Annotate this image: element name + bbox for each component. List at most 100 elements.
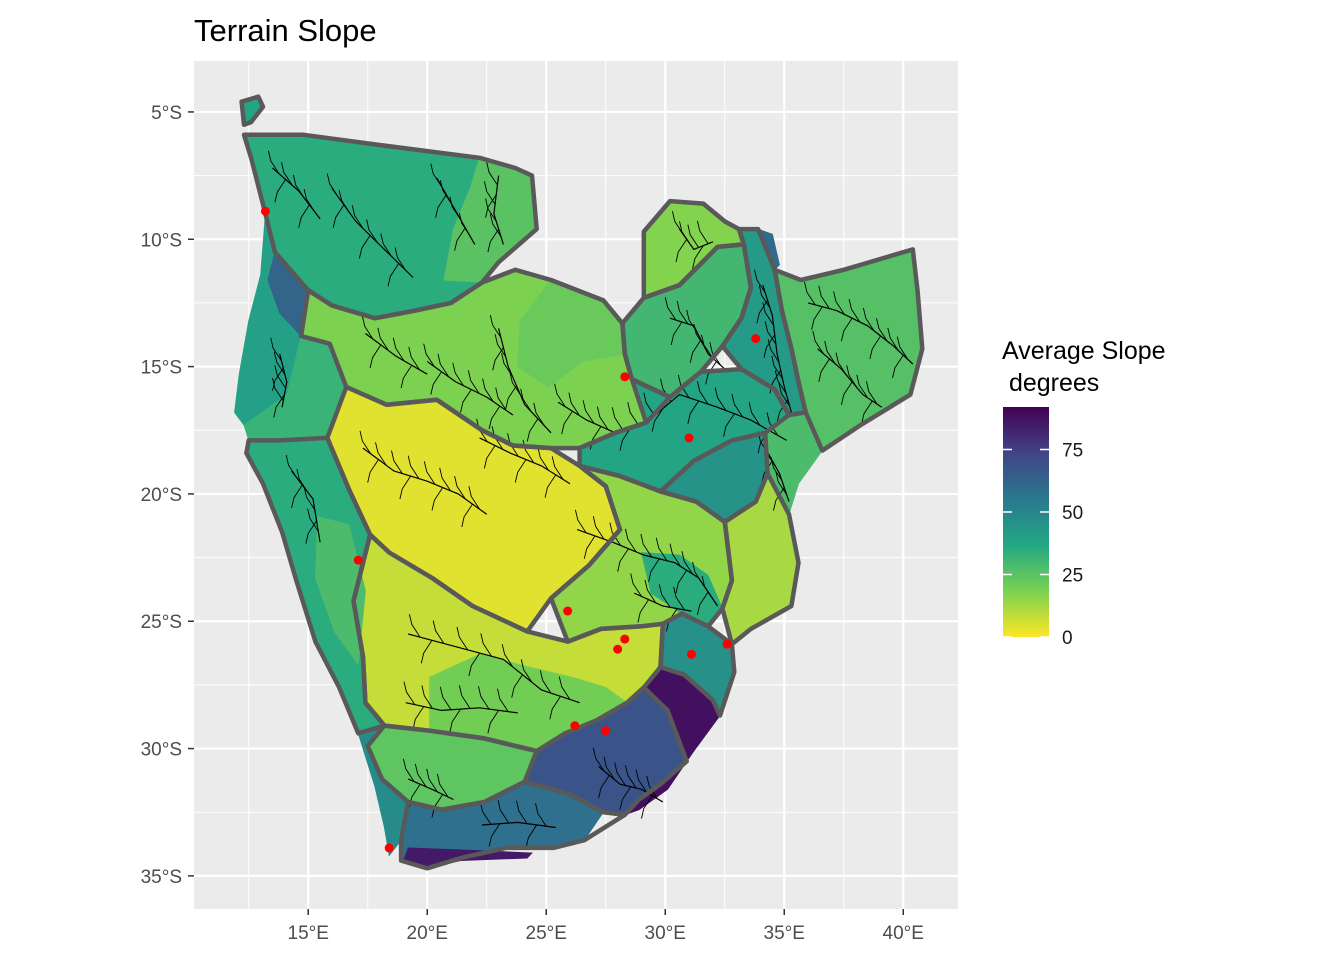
river: [481, 821, 556, 829]
river-tributary: [709, 342, 721, 366]
river-tributary: [778, 382, 790, 407]
river-tributary: [407, 455, 420, 479]
river-tributary: [487, 710, 499, 734]
river-tributary: [818, 358, 830, 382]
river-tributary: [773, 487, 785, 511]
y-tick-label: 25°S: [141, 612, 182, 633]
river-tributary: [592, 516, 605, 540]
river-tributary: [696, 220, 709, 244]
river-tributary: [624, 764, 637, 789]
river-tributary: [439, 179, 452, 204]
river-tributary: [811, 306, 823, 330]
river-tributary: [609, 522, 621, 546]
basin-boundary: [641, 198, 747, 301]
river-tributary: [296, 468, 308, 493]
river-tributary: [869, 335, 881, 360]
river-tributary: [460, 389, 472, 413]
river-tributary: [644, 579, 657, 604]
river: [493, 175, 504, 245]
river-tributary: [274, 365, 286, 389]
river-tributary: [583, 535, 596, 559]
river-tributary: [856, 374, 868, 399]
river-tributary: [408, 614, 421, 638]
river-tributary: [756, 300, 768, 324]
river-tributary: [332, 204, 345, 228]
river-tributary: [677, 374, 690, 399]
river-tributary: [835, 352, 848, 376]
slope-region: [314, 516, 366, 666]
river-tributary: [771, 355, 783, 379]
river-tributary: [775, 471, 787, 495]
river-tributary: [303, 188, 316, 213]
river: [408, 633, 580, 704]
river-tributary: [549, 696, 561, 720]
river-tributary: [439, 686, 452, 710]
river-tributary: [696, 591, 709, 616]
river-tributary: [439, 467, 451, 491]
river-tributary: [520, 659, 533, 683]
river-tributary: [366, 219, 378, 243]
river-tributary: [758, 285, 771, 309]
river-tributary: [862, 307, 875, 332]
river-tributary: [489, 314, 502, 339]
river: [762, 284, 792, 413]
gauge-point: [620, 634, 630, 644]
river-tributary: [655, 537, 668, 562]
river: [291, 470, 321, 543]
river-tributary: [767, 339, 780, 363]
legend-tick-label: 50: [1062, 503, 1083, 524]
river-tributary: [361, 316, 374, 340]
river-tributary: [558, 676, 571, 700]
river-tributary: [887, 327, 899, 351]
river: [807, 302, 914, 365]
river-tributary: [537, 447, 549, 471]
legend-tick-label: 0: [1062, 628, 1073, 649]
river-tributary: [676, 300, 689, 325]
legend-tick-label: 25: [1062, 566, 1083, 587]
river-tributary: [619, 786, 632, 810]
river-tributary: [637, 599, 649, 623]
chart-title: Terrain Slope: [194, 13, 377, 48]
river-tributary: [454, 475, 466, 500]
y-axis: 5°S 10°S 15°S 20°S 25°S 30°S 35°S: [141, 103, 194, 888]
slope-regions: [234, 96, 923, 869]
x-tick-label: 20°E: [407, 923, 448, 944]
river-tributary: [748, 402, 761, 426]
river-tributary: [285, 454, 298, 479]
river-tributary: [865, 381, 878, 405]
river-tributary: [812, 330, 824, 355]
river-tributary: [692, 245, 704, 269]
river-tributary: [679, 221, 691, 245]
river-tributary: [635, 769, 648, 793]
gauge-point: [722, 639, 732, 649]
gauge-point: [601, 726, 611, 736]
gauge-point: [353, 555, 363, 565]
river-tributary: [714, 387, 727, 411]
y-tick-label: 10°S: [141, 230, 182, 251]
river-tributary: [351, 205, 364, 229]
river-tributary: [731, 393, 743, 418]
river: [365, 333, 428, 375]
river-tributary: [848, 298, 861, 323]
river-tributary: [482, 378, 494, 402]
river-tributary: [525, 824, 538, 849]
river-tributary: [671, 211, 684, 235]
river-tributary: [387, 263, 400, 287]
river-tributary: [408, 346, 420, 371]
river-tributary: [646, 775, 658, 800]
x-tick-label: 35°E: [764, 923, 805, 944]
river-tributary: [614, 762, 626, 786]
basin-boundary: [720, 471, 801, 647]
river-tributary: [477, 686, 490, 710]
river-tributary: [298, 204, 310, 228]
river-tributary: [423, 343, 435, 367]
river-tributary: [675, 239, 688, 263]
river-tributary: [533, 402, 545, 427]
x-tick-label: 30°E: [645, 923, 686, 944]
river-tributary: [458, 685, 471, 709]
basin-boundaries: [239, 94, 925, 871]
river-tributary: [582, 400, 595, 424]
river-tributary: [769, 370, 782, 394]
river-tributary: [497, 688, 509, 712]
river-tributary: [326, 173, 339, 197]
